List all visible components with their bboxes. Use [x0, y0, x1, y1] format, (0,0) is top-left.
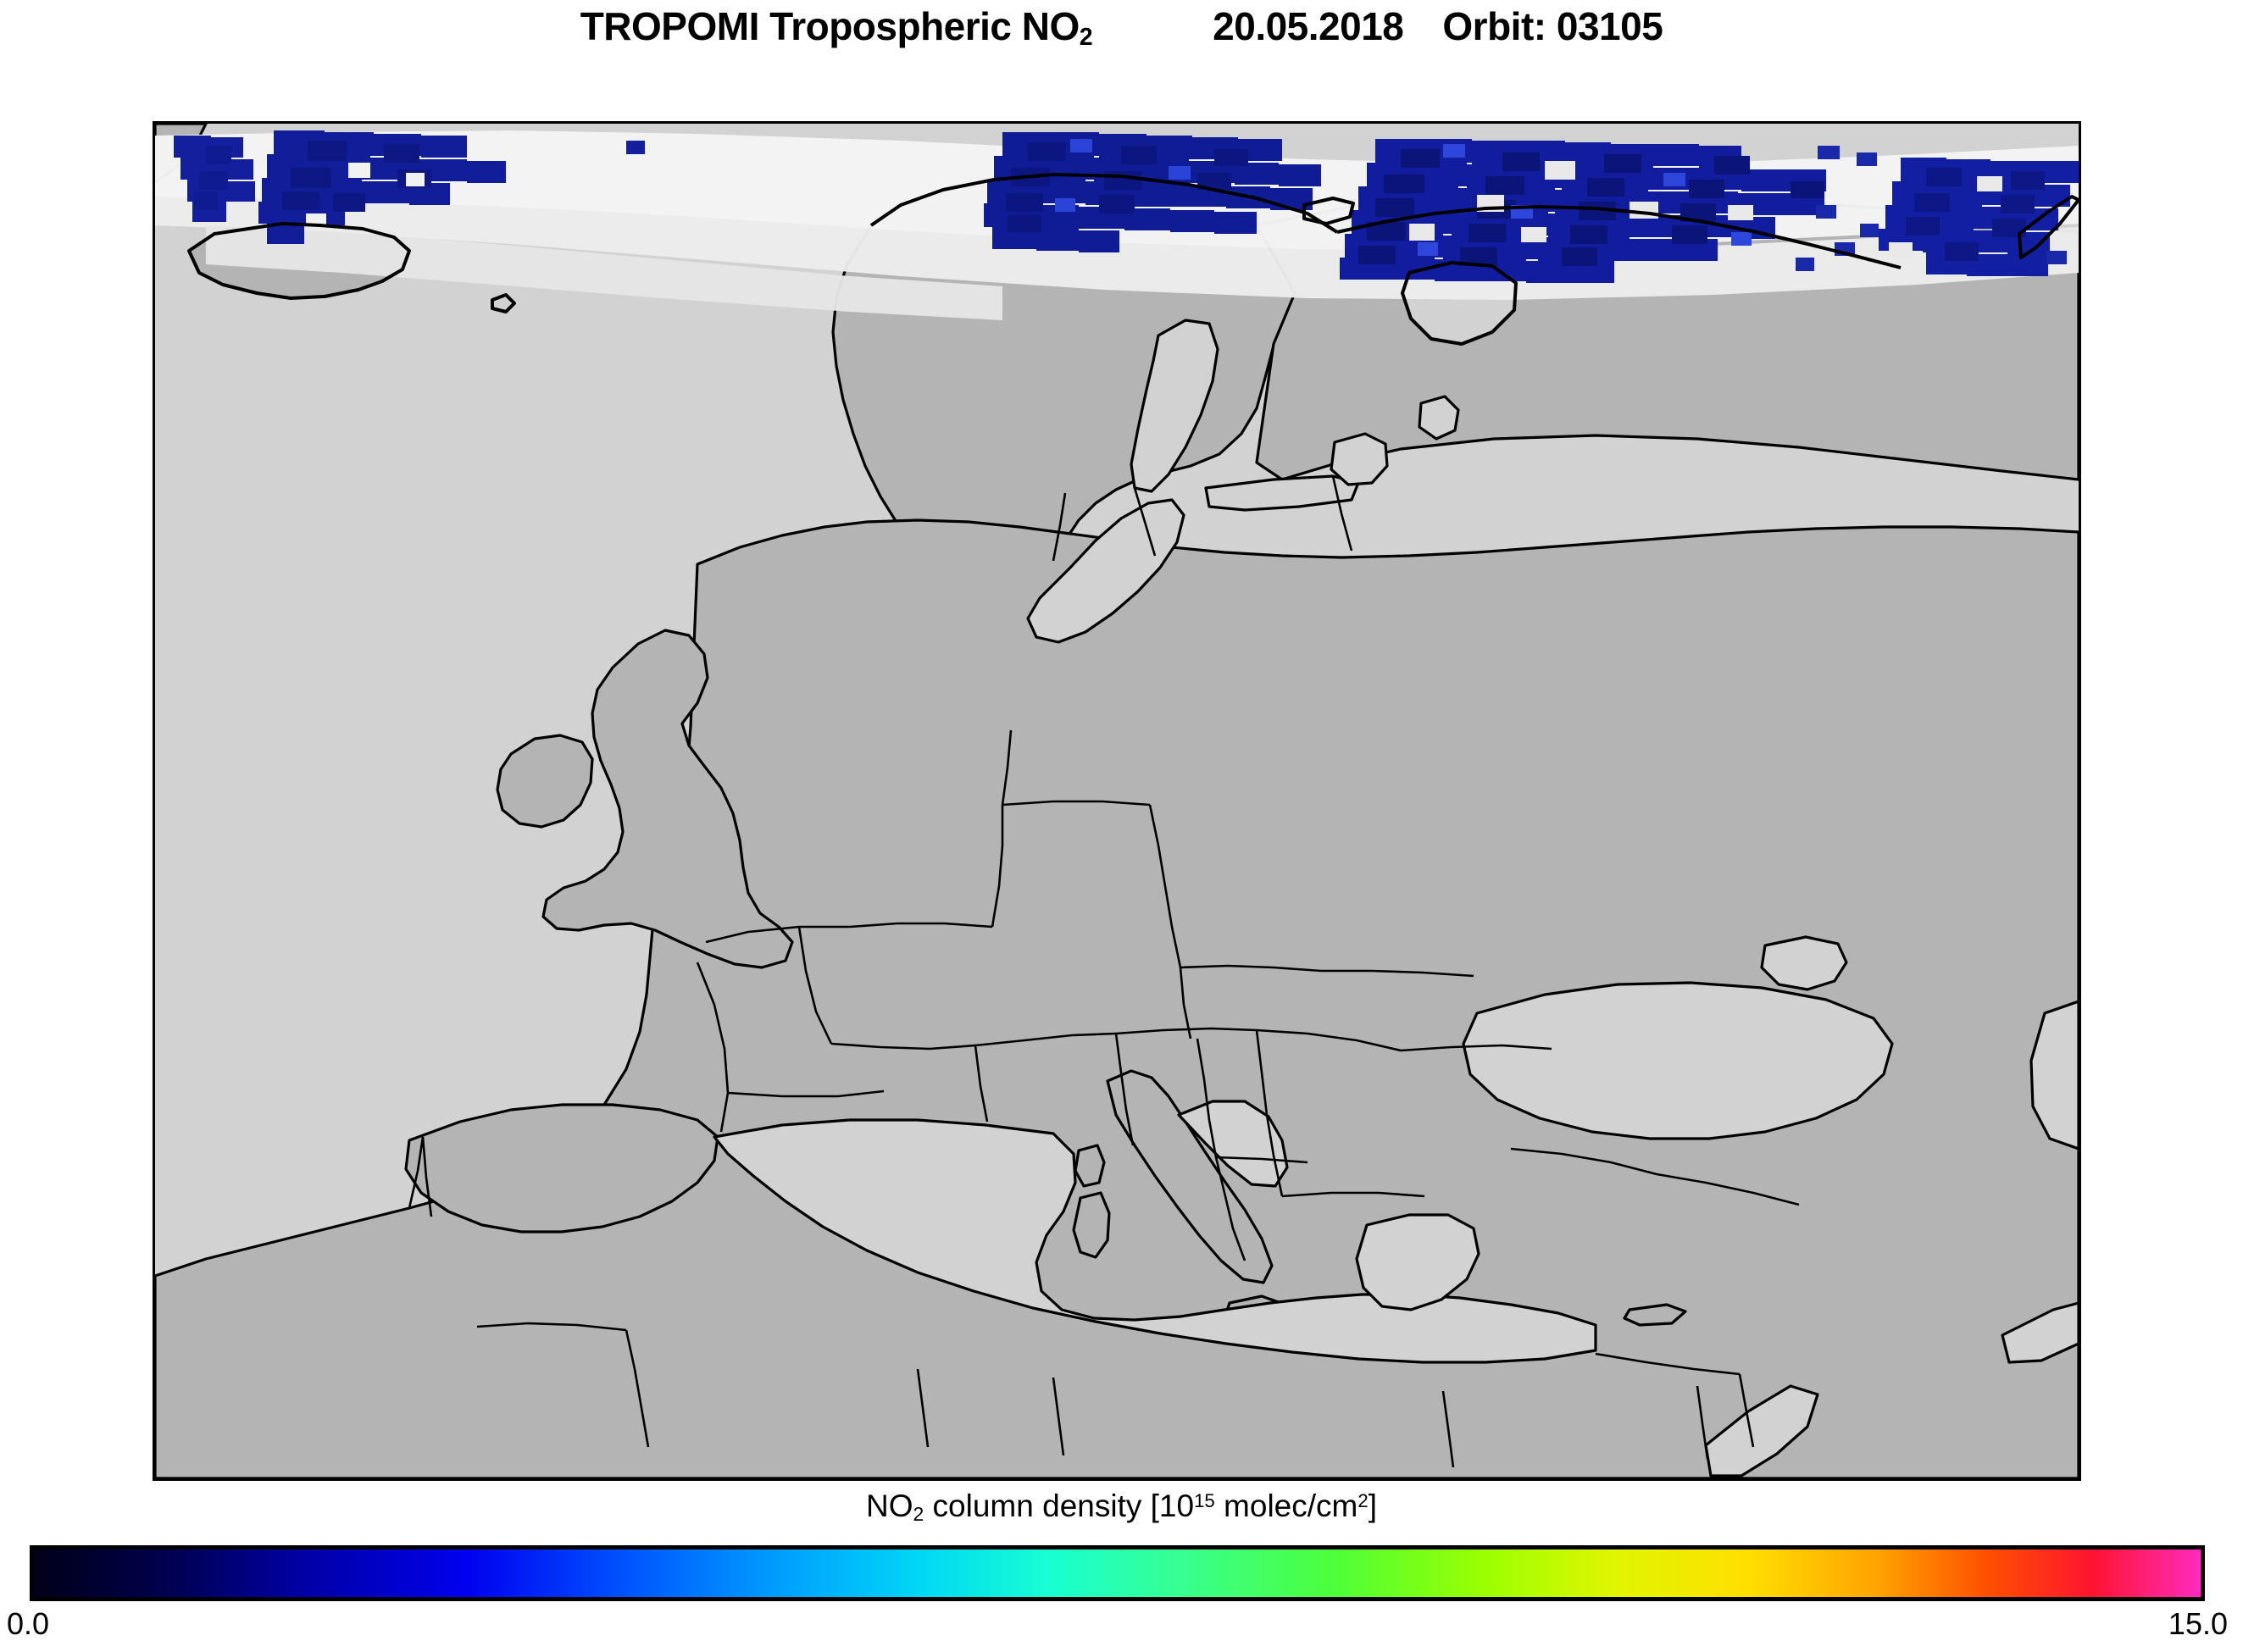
border-hu-hr: [1114, 1033, 1135, 1146]
sea-mediterranean: [713, 1118, 1597, 1364]
figure-header: TROPOMI Tropospheric NO2 20.05.2018 Orbit:…: [0, 0, 2243, 53]
coast-kola: [1336, 205, 1902, 269]
border-ro-north: [1256, 1028, 1402, 1052]
colorbar-label: NO2 column density [1015 molec/cm2]: [866, 1488, 1377, 1526]
border-dz-ma-south: [625, 1329, 650, 1448]
sea-gulf-of-bothnia: [1130, 319, 1219, 493]
no2-scatter-pixels: [1796, 146, 2067, 271]
colorbar-gradient: [30, 1545, 2205, 1601]
coast-novaya-zemlya: [2018, 195, 2079, 259]
land-corsica: [1074, 1144, 1106, 1188]
sea-gulf-of-finland: [1204, 474, 1360, 512]
lake-ladoga: [1330, 432, 1389, 486]
acquisition-date: 20.05.2018: [1213, 4, 1404, 48]
land-great-britain: [541, 629, 794, 969]
border-at-it: [974, 1045, 989, 1123]
border-tr-east: [1656, 1172, 1800, 1206]
border-benelux-north: [705, 925, 850, 944]
no2-patch-barents-holes: [1409, 161, 1753, 242]
colorbar-label-unit-exponent: 2: [1357, 1490, 1369, 1512]
sea-aegean: [1355, 1213, 1480, 1311]
colorbar-label-exponent: 15: [1194, 1490, 1215, 1512]
border-ua-north: [1180, 964, 1322, 973]
border-bg-gr: [1281, 1191, 1425, 1198]
border-lb-jo: [1696, 1385, 1709, 1460]
map-panel: [153, 121, 2081, 1481]
border-de-pl: [991, 805, 1004, 928]
land-cyprus: [1623, 1303, 1687, 1327]
coast-white-sea: [1401, 261, 1518, 346]
land-ireland: [496, 734, 594, 829]
sea-persian-gulf-edge: [2001, 1301, 2079, 1364]
land-sardinia: [1072, 1191, 1111, 1259]
no2-patch-denmark-strait-dark: [194, 146, 231, 210]
lake-onega: [1418, 395, 1460, 441]
colorbar-label-subscript: 2: [913, 1503, 924, 1526]
border-tr-sy: [1595, 1352, 1741, 1376]
border-de-north: [849, 922, 993, 929]
colorbar-label-middle: column density [10: [924, 1488, 1195, 1523]
colorbar-tick-min: 0.0: [7, 1606, 50, 1641]
no2-patch-east-edge-holes: [1889, 176, 2002, 258]
border-rs-west: [1196, 1038, 1226, 1194]
border-ly-eg: [1441, 1390, 1455, 1468]
land-iberia: [404, 1103, 719, 1233]
sea-baltic: [1026, 498, 1185, 644]
coastline-overlay-layer: [187, 173, 2079, 346]
sea-azov: [1760, 935, 1848, 991]
border-ua-west: [1179, 967, 1192, 1039]
orbit-label: Orbit:: [1442, 4, 1546, 48]
colorbar-tick-max: 15.0: [2168, 1606, 2228, 1641]
orbit-number: 03105: [1556, 4, 1663, 48]
inland-sea-layer: [713, 261, 2079, 1477]
border-tr-north: [1510, 1147, 1657, 1176]
no2-patch-norwegian-sea-light: [1055, 139, 1191, 212]
map-canvas: [155, 124, 2079, 1478]
border-ro-md-ua: [1400, 1044, 1552, 1052]
colorbar-label-row: NO2 column density [1015 molec/cm2]: [0, 1488, 2243, 1526]
border-pt-es: [408, 1136, 425, 1209]
border-fi-se: [1133, 487, 1157, 557]
no2-patch-isolated-mid: [626, 141, 645, 154]
border-fr-de: [797, 926, 833, 1045]
colorbar-label-close: ]: [1368, 1488, 1377, 1523]
border-se-no: [1052, 492, 1067, 562]
border-ro-bg: [1255, 1029, 1284, 1197]
country-border-layer: [408, 475, 1800, 1468]
no2-patch-norwegian-sea-dark: [1006, 142, 1248, 232]
page-title: TROPOMI Tropospheric NO2 20.05.2018 Orbit:…: [580, 3, 1663, 52]
sea-red-sea: [1704, 1384, 1819, 1477]
border-ru-ua-north: [1321, 969, 1474, 978]
border-fi-ru: [1331, 475, 1353, 552]
border-mk-al: [1223, 1192, 1246, 1261]
no2-patch-barents-light: [1418, 144, 1752, 256]
colorbar-label-prefix: NO: [866, 1488, 913, 1523]
border-pl-east: [1148, 804, 1182, 968]
coast-iceland-overlay: [187, 222, 411, 300]
sea-caspian-edge: [2029, 1000, 2079, 1150]
border-pl-north: [1002, 800, 1151, 807]
coast-norway-north: [869, 173, 1339, 234]
no2-patch-east-edge-dark: [1906, 168, 2045, 261]
border-hu-sk: [1115, 1027, 1258, 1035]
instrument-title: TROPOMI Tropospheric NO: [580, 4, 1080, 48]
border-pl-cz: [1001, 729, 1013, 806]
border-fr-es-it: [727, 1089, 885, 1098]
border-ma-dz: [476, 1322, 627, 1332]
land-italy: [1106, 1069, 1274, 1284]
border-tn-ly: [1052, 1377, 1065, 1456]
colorbar-label-suffix: molec/cm: [1214, 1488, 1358, 1523]
no2-subscript: 2: [1079, 24, 1093, 52]
border-rs-bg: [1215, 1156, 1308, 1164]
border-pt-es-south: [421, 1136, 433, 1217]
colorbar-tick-row: 0.0 15.0: [0, 1606, 2243, 1649]
sea-black-sea: [1462, 981, 1894, 1140]
border-dz-tn: [916, 1368, 930, 1448]
border-sy-iq: [1738, 1373, 1755, 1448]
coast-small-island-north: [1302, 197, 1355, 225]
coast-faroe: [491, 293, 516, 313]
border-de-south: [830, 1042, 976, 1051]
border-fr-west: [696, 962, 730, 1133]
border-at-north: [974, 1032, 1117, 1047]
